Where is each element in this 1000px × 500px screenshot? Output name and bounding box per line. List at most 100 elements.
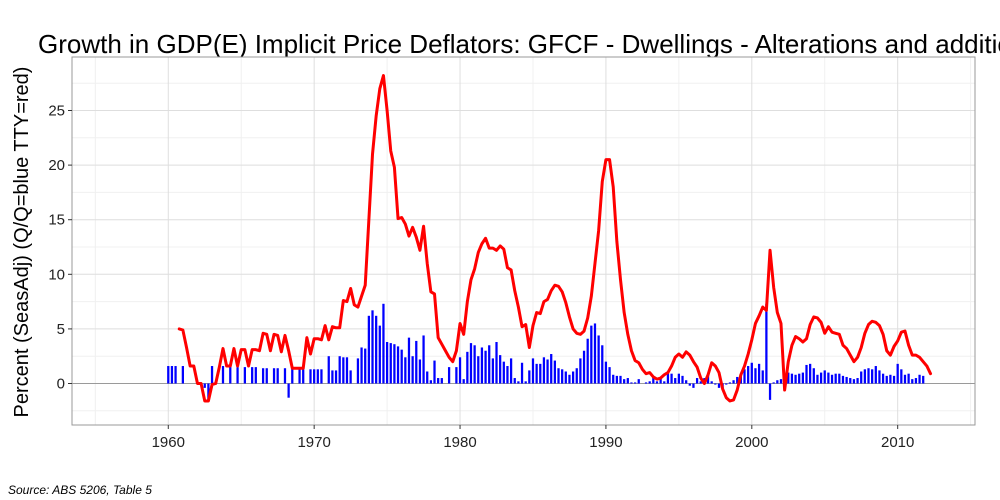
qq-bar <box>272 368 276 384</box>
qq-bar <box>849 378 852 384</box>
qq-bar <box>659 378 662 384</box>
qq-bar <box>630 382 633 384</box>
qq-bar <box>575 368 578 384</box>
qq-bar <box>761 370 764 384</box>
tty-line <box>177 74 933 403</box>
qq-bar <box>254 367 257 384</box>
qq-bar <box>524 381 527 384</box>
y-tick-label: 10 <box>48 266 65 283</box>
qq-bar <box>768 383 772 400</box>
qq-bar <box>455 367 458 384</box>
qq-bar <box>655 381 659 384</box>
qq-bar <box>626 378 629 384</box>
qq-bar <box>316 369 319 384</box>
x-tick-label: 1960 <box>152 434 185 451</box>
qq-bar <box>695 378 699 384</box>
qq-bar <box>677 373 680 384</box>
qq-bar <box>736 376 739 384</box>
qq-bar <box>287 383 290 398</box>
qq-bar <box>407 337 411 384</box>
qq-bar <box>458 357 462 384</box>
x-tick-label: 1980 <box>443 434 476 451</box>
qq-bar <box>652 376 655 384</box>
qq-bar <box>885 375 888 384</box>
qq-bar <box>717 383 721 388</box>
qq-bar <box>378 325 381 384</box>
qq-bar <box>674 378 677 384</box>
qq-bar <box>375 315 378 384</box>
qq-bar <box>816 374 819 384</box>
qq-bar <box>819 372 823 384</box>
qq-bar <box>491 358 494 384</box>
qq-bar <box>841 375 845 384</box>
qq-bar <box>900 369 903 384</box>
qq-bar <box>261 368 265 384</box>
qq-bar <box>666 372 670 384</box>
qq-bar <box>469 343 473 384</box>
qq-bar <box>415 340 418 384</box>
qq-bar <box>867 368 870 384</box>
qq-bar <box>794 374 797 384</box>
qq-bar <box>860 371 863 384</box>
qq-bar <box>582 350 586 384</box>
qq-bar <box>309 369 312 384</box>
qq-bar <box>787 372 790 384</box>
qq-bar <box>385 342 389 384</box>
qq-bar <box>364 348 367 384</box>
qq-bar <box>528 370 531 384</box>
qq-bar <box>765 303 768 384</box>
y-tick-label: 20 <box>48 157 65 174</box>
qq-bar <box>513 378 516 384</box>
qq-bar <box>706 374 710 384</box>
qq-bar <box>805 364 808 384</box>
qq-bar <box>743 369 746 384</box>
qq-bar <box>911 379 914 384</box>
qq-bar <box>561 369 564 384</box>
qq-bar <box>411 356 414 384</box>
qq-bar <box>619 375 622 384</box>
qq-bar <box>433 360 436 384</box>
qq-bar <box>393 344 396 384</box>
qq-bar <box>221 366 225 384</box>
qq-bar <box>845 376 848 384</box>
qq-bar <box>772 382 775 384</box>
qq-bar <box>517 381 520 384</box>
qq-bar <box>229 366 232 384</box>
qq-bar <box>502 361 505 384</box>
qq-bar <box>688 383 691 386</box>
qq-bar <box>903 374 907 384</box>
source-note: Source: ABS 5206, Table 5 <box>8 483 152 497</box>
qq-bar <box>207 383 210 401</box>
qq-bar <box>327 356 330 384</box>
qq-bar <box>509 358 513 384</box>
qq-bar <box>747 366 750 384</box>
qq-bar <box>644 382 648 384</box>
qq-bar <box>663 381 666 384</box>
qq-bar <box>834 373 837 384</box>
qq-bar <box>531 358 535 384</box>
qq-bar <box>790 373 794 384</box>
qq-bar <box>725 383 728 385</box>
qq-bar <box>389 343 392 384</box>
qq-bar <box>918 374 921 384</box>
qq-bar <box>313 369 316 384</box>
qq-bar <box>499 355 502 384</box>
qq-bar <box>830 374 834 384</box>
qq-bar <box>170 366 174 384</box>
qq-bar <box>265 368 268 384</box>
qq-bar <box>367 315 370 384</box>
qq-bar <box>251 367 254 384</box>
x-axis-ticks: 1960 1970 1980 1990 2000 2010 <box>152 425 914 451</box>
qq-bar <box>480 347 484 384</box>
qq-bar <box>823 370 826 384</box>
qq-bar <box>484 350 487 384</box>
qq-bar <box>345 357 349 384</box>
qq-bar <box>922 375 925 384</box>
qq-bar <box>699 381 702 384</box>
qq-bar <box>356 358 360 384</box>
qq-bar <box>396 346 400 384</box>
qq-bar <box>801 372 804 384</box>
qq-bar <box>838 373 841 384</box>
qq-bar <box>550 354 553 384</box>
